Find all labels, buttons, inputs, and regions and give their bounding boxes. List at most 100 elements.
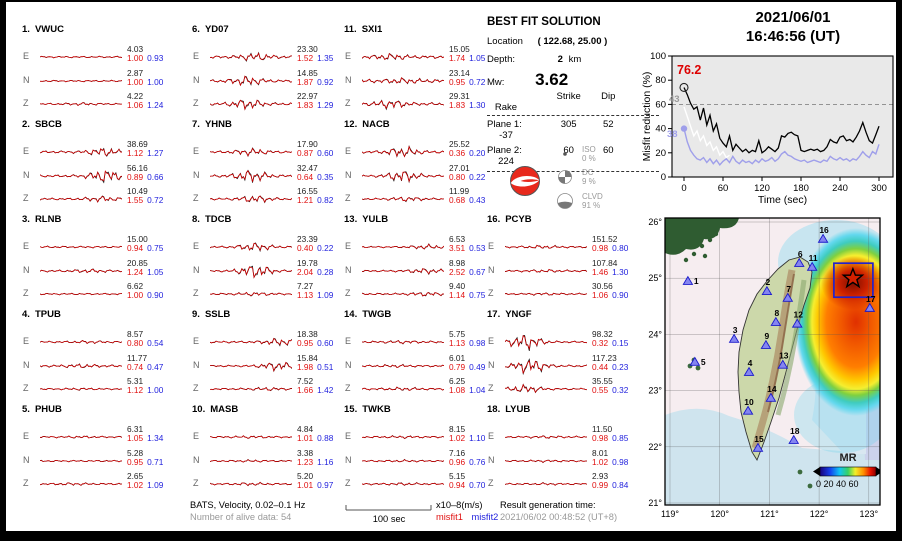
misfit2-value: 1.09 bbox=[147, 480, 164, 490]
station-number: 13. bbox=[344, 214, 358, 225]
station-header: 18. LYUB bbox=[487, 404, 530, 415]
waveform-trace bbox=[40, 79, 122, 82]
station-header: 5. PHUB bbox=[22, 404, 62, 415]
trace-amplitude: 30.56 bbox=[592, 281, 613, 291]
component-label: E bbox=[23, 51, 30, 61]
waveform-trace bbox=[210, 75, 292, 86]
component-label: Z bbox=[488, 383, 494, 393]
trace-amplitude: 15.05 bbox=[449, 44, 470, 54]
map-station-label: 4 bbox=[748, 358, 753, 368]
trace-amplitude: 98.32 bbox=[592, 329, 613, 339]
y-axis-title: Misfit reduction (%) bbox=[641, 72, 653, 162]
trace-amplitude: 6.31 bbox=[127, 424, 144, 434]
waveform-trace bbox=[40, 435, 122, 439]
trace-values: 5.75 1.13 0.98 bbox=[449, 330, 485, 348]
y-tick-label: 100 bbox=[650, 51, 666, 62]
trace-misfits: 1.24 1.05 bbox=[127, 266, 163, 277]
trace-values: 5.28 0.95 0.71 bbox=[127, 448, 163, 467]
component-label: N bbox=[23, 454, 30, 465]
waveform-trace bbox=[210, 242, 292, 253]
waveform-trace bbox=[362, 458, 444, 462]
trace-values: 23.39 0.40 0.22 bbox=[297, 235, 333, 253]
misfit2-value: 0.98 bbox=[469, 338, 486, 348]
component-label: Z bbox=[345, 478, 351, 488]
event-date: 2021/06/01 bbox=[755, 9, 831, 26]
map-lat-label: 22° bbox=[648, 442, 662, 452]
trace-misfits: 0.68 0.43 bbox=[449, 196, 485, 205]
trace-misfits: 3.51 0.53 bbox=[449, 244, 485, 253]
misfit2-value: 0.70 bbox=[469, 480, 486, 490]
station-name: YNGF bbox=[505, 309, 532, 320]
station-name: SSLB bbox=[204, 309, 231, 320]
component-label: E bbox=[23, 431, 30, 441]
waveform-trace bbox=[210, 291, 292, 297]
waveform-trace bbox=[362, 339, 444, 345]
misfit2-value: 0.85 bbox=[612, 433, 629, 443]
misfit2-value: 0.35 bbox=[317, 171, 334, 182]
map-lon-label: 123° bbox=[859, 509, 878, 519]
misfit1-value: 0.99 bbox=[592, 480, 609, 490]
misfit2-value: 0.23 bbox=[612, 361, 629, 372]
component-label: N bbox=[488, 264, 495, 275]
trace-amplitude: 2.65 bbox=[127, 471, 144, 481]
trace-amplitude: 56.16 bbox=[127, 162, 148, 173]
trace-values: 38.69 1.12 1.27 bbox=[127, 140, 163, 158]
misfit1-value: 1.83 bbox=[449, 100, 466, 110]
trace-misfits: 1.02 1.09 bbox=[127, 481, 163, 490]
component-label: E bbox=[23, 241, 30, 251]
trace-amplitude: 117.23 bbox=[592, 352, 617, 363]
trace-values: 29.31 1.83 1.30 bbox=[449, 92, 485, 110]
station-name: TDCB bbox=[204, 214, 232, 225]
trace-misfits: 1.74 1.05 bbox=[449, 54, 485, 63]
mw-label: Mw: bbox=[487, 77, 505, 88]
trace-values: 117.23 0.44 0.23 bbox=[592, 352, 629, 372]
trace-values: 4.22 1.06 1.24 bbox=[127, 92, 163, 110]
waveform-trace bbox=[362, 76, 444, 84]
misfit1-value: 0.96 bbox=[449, 456, 466, 467]
misfit1-value: 1.05 bbox=[127, 433, 144, 443]
trace-amplitude: 151.52 bbox=[592, 234, 618, 244]
trace-values: 15.00 0.94 0.75 bbox=[127, 235, 163, 253]
station-name: PHUB bbox=[34, 404, 62, 415]
trace-values: 15.84 1.98 0.51 bbox=[297, 353, 333, 372]
misfit1-value: 0.95 bbox=[449, 76, 466, 87]
misfit2-value: 0.49 bbox=[469, 361, 486, 372]
trace-misfits: 0.87 0.60 bbox=[297, 149, 333, 158]
trace-misfits: 1.00 0.93 bbox=[127, 54, 163, 63]
trace-amplitude: 8.01 bbox=[592, 447, 609, 458]
depth-unit: km bbox=[568, 54, 582, 65]
map-station-marker bbox=[689, 356, 701, 366]
waveform-trace bbox=[40, 169, 122, 184]
component-label: Z bbox=[488, 288, 494, 298]
plane-table: Strike Dip Rake Plane 1: 305 52 -37 Plan… bbox=[487, 91, 659, 172]
component-label: E bbox=[345, 241, 352, 251]
trace-misfits: 1.06 0.90 bbox=[592, 291, 628, 300]
trace-misfits: 1.55 0.72 bbox=[127, 196, 163, 205]
misfit2-value: 0.53 bbox=[469, 243, 486, 253]
trace-amplitude: 35.55 bbox=[592, 376, 613, 386]
misfit1-value: 1.24 bbox=[127, 266, 144, 277]
map-station-label: 9 bbox=[765, 331, 770, 341]
misfit2-value: 0.84 bbox=[612, 480, 629, 490]
iso-label: ISO bbox=[582, 145, 596, 154]
map-station-label: 13 bbox=[779, 351, 789, 361]
misfit2-value: 0.76 bbox=[469, 456, 486, 467]
map-station-marker bbox=[793, 257, 805, 267]
alive-data-count: Number of alive data: 54 bbox=[190, 512, 292, 522]
component-label: E bbox=[193, 51, 200, 61]
station-name: SXI1 bbox=[361, 24, 383, 35]
plane1-label: Plane 1: bbox=[487, 119, 522, 130]
trace-values: 7.27 1.13 1.09 bbox=[297, 282, 333, 300]
x-axis-title: Time (sec) bbox=[758, 194, 807, 206]
misfit1-value: 0.40 bbox=[297, 243, 314, 253]
trace-misfits: 2.52 0.67 bbox=[449, 267, 485, 277]
component-label: N bbox=[23, 359, 30, 370]
misfit2-value: 0.60 bbox=[317, 338, 334, 348]
map-station-marker bbox=[728, 333, 740, 343]
component-label: N bbox=[193, 169, 200, 180]
trace-amplitude: 4.03 bbox=[127, 44, 144, 54]
trace-amplitude: 23.30 bbox=[297, 44, 318, 54]
trace-misfits: 1.46 1.30 bbox=[592, 267, 628, 277]
trace-amplitude: 7.27 bbox=[297, 281, 314, 291]
